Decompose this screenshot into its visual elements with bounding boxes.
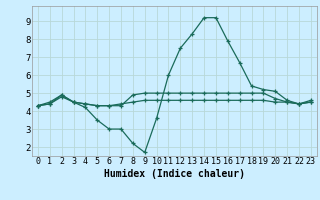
X-axis label: Humidex (Indice chaleur): Humidex (Indice chaleur): [104, 169, 245, 179]
